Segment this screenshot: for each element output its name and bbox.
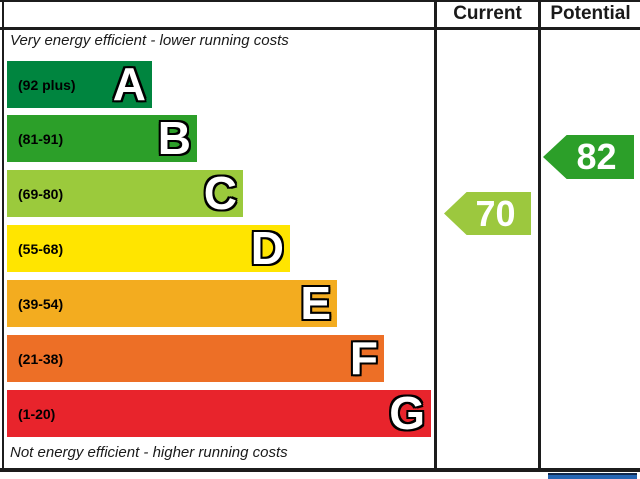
- next-section-partial-strip: [548, 473, 637, 479]
- band-c-letter: C: [203, 167, 237, 219]
- current-rating-arrow: 70: [444, 192, 531, 235]
- band-e-letter: E: [300, 277, 331, 329]
- table-left-border: [2, 0, 4, 472]
- table-bottom-border: [0, 468, 640, 472]
- caption-very-efficient: Very energy efficient - lower running co…: [10, 32, 289, 49]
- header-separator-line: [0, 27, 640, 30]
- potential-rating-value: 82: [576, 136, 617, 177]
- band-d: (55-68) D: [7, 225, 290, 272]
- column-header-current: Current: [453, 3, 522, 24]
- band-f-range: (21-38): [18, 350, 64, 367]
- band-f: (21-38) F: [7, 335, 384, 382]
- band-d-letter: D: [250, 222, 284, 274]
- band-g-range: (1-20): [18, 405, 56, 422]
- band-b-range: (81-91): [18, 130, 64, 147]
- band-e: (39-54) E: [7, 280, 337, 327]
- band-g-letter: G: [389, 387, 425, 439]
- band-e-range: (39-54): [18, 295, 64, 312]
- column-header-potential: Potential: [550, 3, 631, 24]
- table-top-border: [0, 0, 640, 2]
- band-b-letter: B: [157, 112, 191, 164]
- band-c-range: (69-80): [18, 185, 64, 202]
- band-c: (69-80) C: [7, 170, 243, 217]
- band-a-letter: A: [112, 58, 146, 110]
- caption-not-efficient: Not energy efficient - higher running co…: [10, 444, 288, 461]
- current-rating-value: 70: [475, 192, 516, 234]
- potential-column-divider: [538, 0, 541, 472]
- band-a: (92 plus) A: [7, 61, 152, 108]
- band-a-range: (92 plus): [18, 76, 76, 93]
- band-g: (1-20) G: [7, 390, 431, 437]
- band-f-letter: F: [349, 332, 378, 384]
- current-column-divider: [434, 0, 437, 472]
- band-d-range: (55-68): [18, 240, 64, 257]
- potential-rating-arrow: 82: [543, 135, 634, 179]
- band-b: (81-91) B: [7, 115, 197, 162]
